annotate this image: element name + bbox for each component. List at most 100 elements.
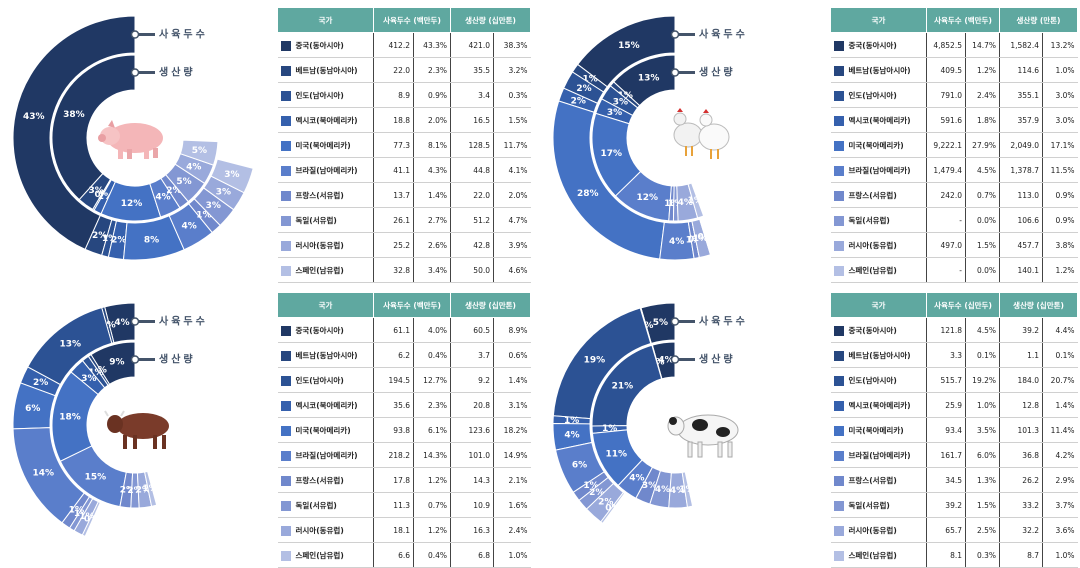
value-cell: 22.0 [374,58,414,83]
data-table: 국가사육두수 (백만두)생산량 (만톤)중국(동아시아)4,852.514.7%… [830,7,1078,283]
country-cell: 스페인(남유럽) [278,258,374,283]
value-cell: 93.8 [374,418,414,443]
country-cell: 인도(남아시아) [278,83,374,108]
table-row: 베트남(동남아시아)6.20.4%3.70.6% [278,343,531,368]
value-cell: 1.1 [1000,343,1043,368]
segment-label: 5% [192,146,207,156]
segment-label: 1% [688,196,703,206]
value-cell: 1.2% [414,518,451,543]
segment-label: 15% [85,473,107,483]
value-cell: 4.1% [494,158,531,183]
table-row: 프랑스(서유럽)34.51.3%26.22.9% [831,468,1078,493]
country-name: 베트남(동남아시아) [296,66,358,75]
legend-swatch [834,451,844,461]
value-cell: 4.0% [414,318,451,343]
legend-swatch [281,91,291,101]
legend-swatch [834,191,844,201]
legend-swatch [834,66,844,76]
value-cell: 1.4% [494,368,531,393]
legend-swatch [834,426,844,436]
country-cell: 러시아(동유럽) [831,518,927,543]
country-cell: 독일(서유럽) [831,208,927,233]
value-cell: 2.3% [414,393,451,418]
value-cell: 184.0 [1000,368,1043,393]
value-cell: 11.7% [494,133,531,158]
country-cell: 스페인(남유럽) [831,543,927,568]
value-cell: 0.0% [966,258,1000,283]
value-cell: 4,852.5 [927,33,966,58]
legend-swatch [281,376,291,386]
table-row: 브라질(남아메리카)161.76.0%36.84.2% [831,443,1078,468]
value-cell: 20.8 [451,393,494,418]
segment-label: 6% [25,404,40,414]
value-cell: 0.4% [414,543,451,568]
value-cell: 26.2 [1000,468,1043,493]
value-cell: 8.1 [927,543,966,568]
table-row: 독일(서유럽)26.12.7%51.24.7% [278,208,531,233]
value-cell: 1.5% [966,233,1000,258]
legend-swatch [834,41,844,51]
ring-leader-dot [132,356,139,363]
value-cell: 194.5 [374,368,414,393]
table-row: 독일(서유럽)39.21.5%33.23.7% [831,493,1078,518]
value-cell: 457.7 [1000,233,1043,258]
value-cell: 128.5 [451,133,494,158]
country-name: 중국(동아시아) [849,326,897,335]
legend-swatch [281,326,291,336]
legend-swatch [834,501,844,511]
country-cell: 베트남(동남아시아) [278,343,374,368]
legend-swatch [281,166,291,176]
value-cell: 61.1 [374,318,414,343]
ring-leader-dot [672,356,679,363]
value-cell: 355.1 [1000,83,1043,108]
value-cell: 1,582.4 [1000,33,1043,58]
pig-icon [98,120,163,159]
country-cell: 독일(서유럽) [278,493,374,518]
country-name: 멕시코(북아메리카) [296,401,358,410]
legend-swatch [281,66,291,76]
country-cell: 중국(동아시아) [278,33,374,58]
country-cell: 미국(북아메리카) [831,133,927,158]
value-cell: 0.4% [414,343,451,368]
value-cell: 39.2 [927,493,966,518]
table-row: 인도(남아시아)194.512.7%9.21.4% [278,368,531,393]
table-row: 베트남(동남아시아)3.30.1%1.10.1% [831,343,1078,368]
country-cell: 인도(남아시아) [831,368,927,393]
country-name: 독일(서유럽) [296,216,337,225]
value-cell: 6.1% [414,418,451,443]
country-name: 인도(남아시아) [296,91,344,100]
country-name: 프랑스(서유럽) [296,191,344,200]
value-cell: 4.5% [966,318,1000,343]
legend-swatch [281,116,291,126]
country-name: 중국(동아시아) [296,326,344,335]
segment-label: 1% [679,485,694,495]
value-cell: 2.5% [966,518,1000,543]
ring-leader-dot [672,31,679,38]
value-cell: 2.6% [414,233,451,258]
value-cell: 8.7 [1000,543,1043,568]
country-cell: 인도(남아시아) [278,368,374,393]
value-cell: 4.6% [494,258,531,283]
value-cell: 60.5 [451,318,494,343]
segment-label: 3% [216,187,231,197]
value-cell: 17.1% [1043,133,1078,158]
ring-leader-dot [132,69,139,76]
legend-swatch [281,501,291,511]
header-cell: 국가 [278,8,374,33]
value-cell: 0.1% [966,343,1000,368]
ring-name: 사육두수 [699,315,748,328]
header-cell: 생산량 (십만톤) [1000,293,1078,318]
segment-label: 5% [653,318,668,328]
legend-swatch [281,401,291,411]
value-cell: 20.7% [1043,368,1078,393]
value-cell: 591.6 [927,108,966,133]
value-cell: 50.0 [451,258,494,283]
value-cell: 1.5% [966,493,1000,518]
data-table: 국가사육두수 (십만두)생산량 (십만톤)중국(동아시아)121.84.5%39… [830,292,1078,568]
bull-icon [105,411,169,449]
country-name: 러시아(동유럽) [296,526,344,535]
legend-swatch [834,551,844,561]
value-cell: 1.5% [494,108,531,133]
